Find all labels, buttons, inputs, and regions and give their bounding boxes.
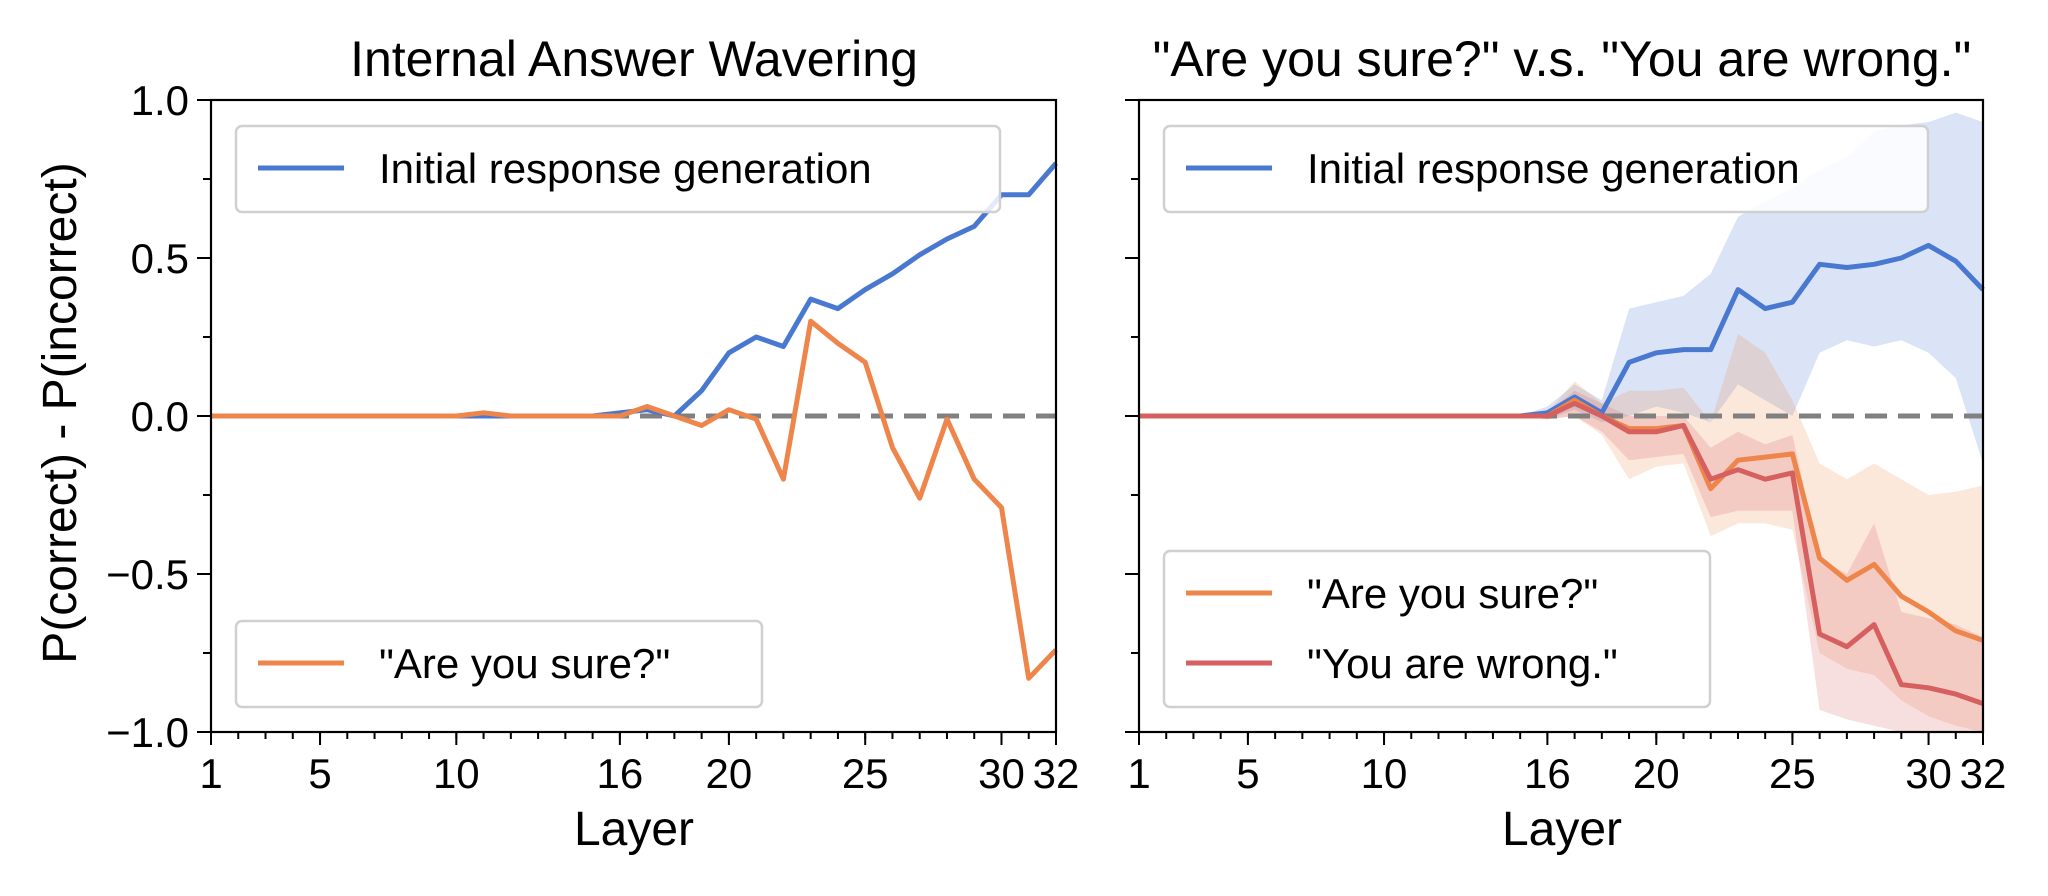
x-tick-label: 10 <box>433 750 480 797</box>
legend-frame <box>234 124 1002 214</box>
y-tick-label: 1.0 <box>131 77 189 124</box>
x-tick-label: 1 <box>1127 750 1150 797</box>
right-x-axis-label: Layer <box>1502 803 1622 856</box>
x-tick-label: 30 <box>1905 750 1952 797</box>
right-panel-title: "Are you sure?" v.s. "You are wrong." <box>1153 31 1972 87</box>
legend-frame <box>234 619 764 709</box>
x-tick-label: 16 <box>1524 750 1571 797</box>
x-tick-label: 5 <box>308 750 331 797</box>
y-axis-label: P(correct) - P(incorrect) <box>34 162 87 663</box>
you-are-wrong-line <box>1139 400 1984 706</box>
x-tick-label: 20 <box>706 750 753 797</box>
y-tick-label: 0.0 <box>131 393 189 440</box>
legend-label-you-are-wrong: "You are wrong." <box>1307 640 1618 687</box>
legend-frame <box>1162 549 1712 709</box>
x-tick-label: 25 <box>842 750 889 797</box>
legend-lower-left: "Are you sure?" "You are wrong." <box>1162 549 1712 709</box>
x-tick-label: 20 <box>1633 750 1680 797</box>
x-tick-label: 1 <box>199 750 222 797</box>
legend-label-are-you-sure: "Are you sure?" <box>379 640 670 687</box>
legend-label-initial-response-generation: Initial response generation <box>379 145 872 192</box>
legend-lower-left: "Are you sure?" <box>234 619 764 709</box>
right-panel: "Are you sure?" v.s. "You are wrong." 1 5… <box>1125 31 2006 856</box>
y-tick-label: −0.5 <box>106 551 189 598</box>
x-tick-label: 32 <box>1960 750 2007 797</box>
left-x-axis-label: Layer <box>574 803 694 856</box>
x-tick-label: 16 <box>597 750 644 797</box>
legend-upper-left: Initial response generation <box>1162 124 1930 214</box>
legend-label-initial-response-generation: Initial response generation <box>1307 145 1800 192</box>
x-tick-label: 32 <box>1033 750 1080 797</box>
legend-frame <box>1162 124 1930 214</box>
left-panel: Internal Answer Wavering 1 5 10 16 20 25 30 32 1… <box>106 31 1079 856</box>
x-tick-label: 5 <box>1236 750 1259 797</box>
are-you-sure-band <box>1139 333 1983 732</box>
y-tick-label: −1.0 <box>106 709 189 756</box>
are-you-sure-line <box>211 318 1058 681</box>
legend-label-are-you-sure: "Are you sure?" <box>1307 570 1598 617</box>
x-tick-label: 25 <box>1769 750 1816 797</box>
legend-upper-left: Initial response generation <box>234 124 1002 214</box>
x-tick-label: 30 <box>978 750 1025 797</box>
left-panel-title: Internal Answer Wavering <box>350 31 918 87</box>
y-tick-label: 0.5 <box>131 235 189 282</box>
x-tick-label: 10 <box>1361 750 1408 797</box>
